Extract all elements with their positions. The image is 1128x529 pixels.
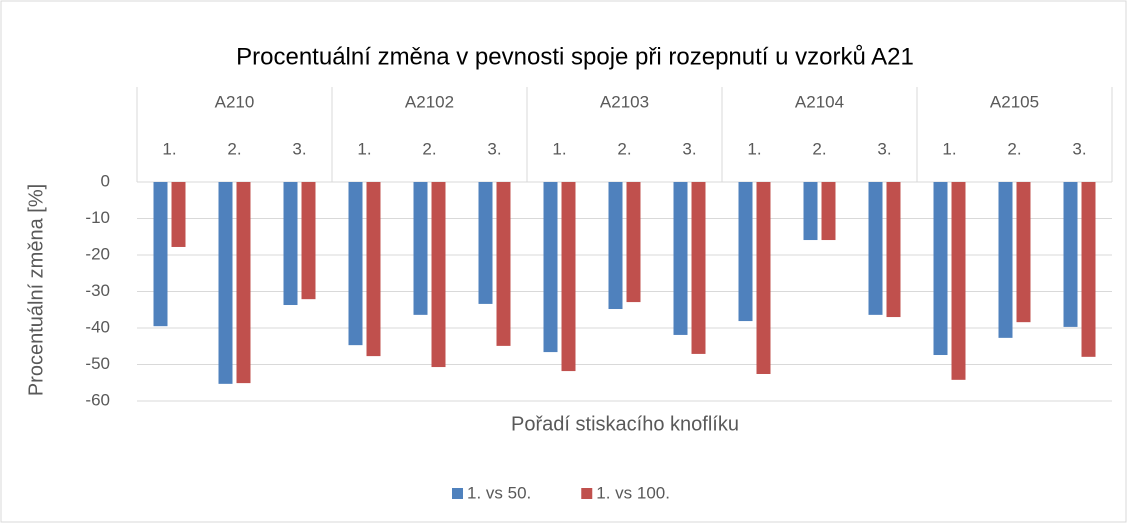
bar xyxy=(543,182,558,353)
y-axis-title: Procentuální změna [%] xyxy=(25,184,47,396)
bar xyxy=(608,182,623,310)
y-tick-label: -30 xyxy=(85,281,110,300)
legend-label: 1. vs 100. xyxy=(596,483,670,502)
y-tick-label: -50 xyxy=(85,354,110,373)
y-tick-label: -20 xyxy=(85,244,110,263)
group-label: A210 xyxy=(215,92,255,111)
bar xyxy=(218,182,233,384)
x-axis-title: Pořadí stiskacího knoflíku xyxy=(511,413,739,435)
bar xyxy=(348,182,363,346)
chart-title: Procentuální změna v pevnosti spoje při … xyxy=(236,43,914,70)
bar xyxy=(1016,182,1031,323)
legend-label: 1. vs 50. xyxy=(467,483,531,502)
group-label: A2102 xyxy=(405,92,454,111)
x-tick-label: 2. xyxy=(1007,139,1021,158)
bar xyxy=(933,182,948,356)
bar xyxy=(283,182,298,306)
x-tick-label: 3. xyxy=(487,139,501,158)
x-tick-label: 3. xyxy=(292,139,306,158)
bar xyxy=(171,182,186,247)
y-tick-label: 0 xyxy=(101,171,110,190)
legend-swatch xyxy=(581,488,593,499)
bar xyxy=(413,182,428,315)
x-tick-label: 1. xyxy=(162,139,176,158)
x-tick-label: 2. xyxy=(227,139,241,158)
bar xyxy=(236,182,251,384)
y-tick-label: -40 xyxy=(85,317,110,336)
x-tick-label: 2. xyxy=(812,139,826,158)
bar xyxy=(431,182,446,368)
bar xyxy=(153,182,168,327)
x-tick-label: 2. xyxy=(422,139,436,158)
y-tick-label: -60 xyxy=(85,390,110,409)
x-tick-label: 2. xyxy=(617,139,631,158)
x-tick-label: 3. xyxy=(1072,139,1086,158)
bar xyxy=(756,182,771,374)
y-tick-label: -10 xyxy=(85,208,110,227)
x-tick-label: 1. xyxy=(747,139,761,158)
x-tick-label: 1. xyxy=(552,139,566,158)
bar xyxy=(366,182,381,357)
bar xyxy=(626,182,641,303)
bar xyxy=(738,182,753,322)
x-tick-label: 3. xyxy=(877,139,891,158)
bar xyxy=(803,182,818,241)
x-tick-label: 1. xyxy=(357,139,371,158)
bar xyxy=(868,182,883,315)
x-tick-label: 1. xyxy=(942,139,956,158)
bar xyxy=(496,182,511,346)
bar xyxy=(561,182,576,372)
bar xyxy=(301,182,316,300)
bar xyxy=(821,182,836,241)
bar xyxy=(673,182,688,335)
group-label: A2105 xyxy=(990,92,1039,111)
bar xyxy=(1063,182,1078,327)
group-label: A2104 xyxy=(795,92,844,111)
x-tick-label: 3. xyxy=(682,139,696,158)
bar xyxy=(478,182,493,304)
bar xyxy=(886,182,901,318)
bar xyxy=(691,182,706,354)
group-label: A2103 xyxy=(600,92,649,111)
bar xyxy=(1081,182,1096,357)
legend-swatch xyxy=(452,488,463,499)
bar xyxy=(951,182,966,380)
bar xyxy=(998,182,1013,338)
